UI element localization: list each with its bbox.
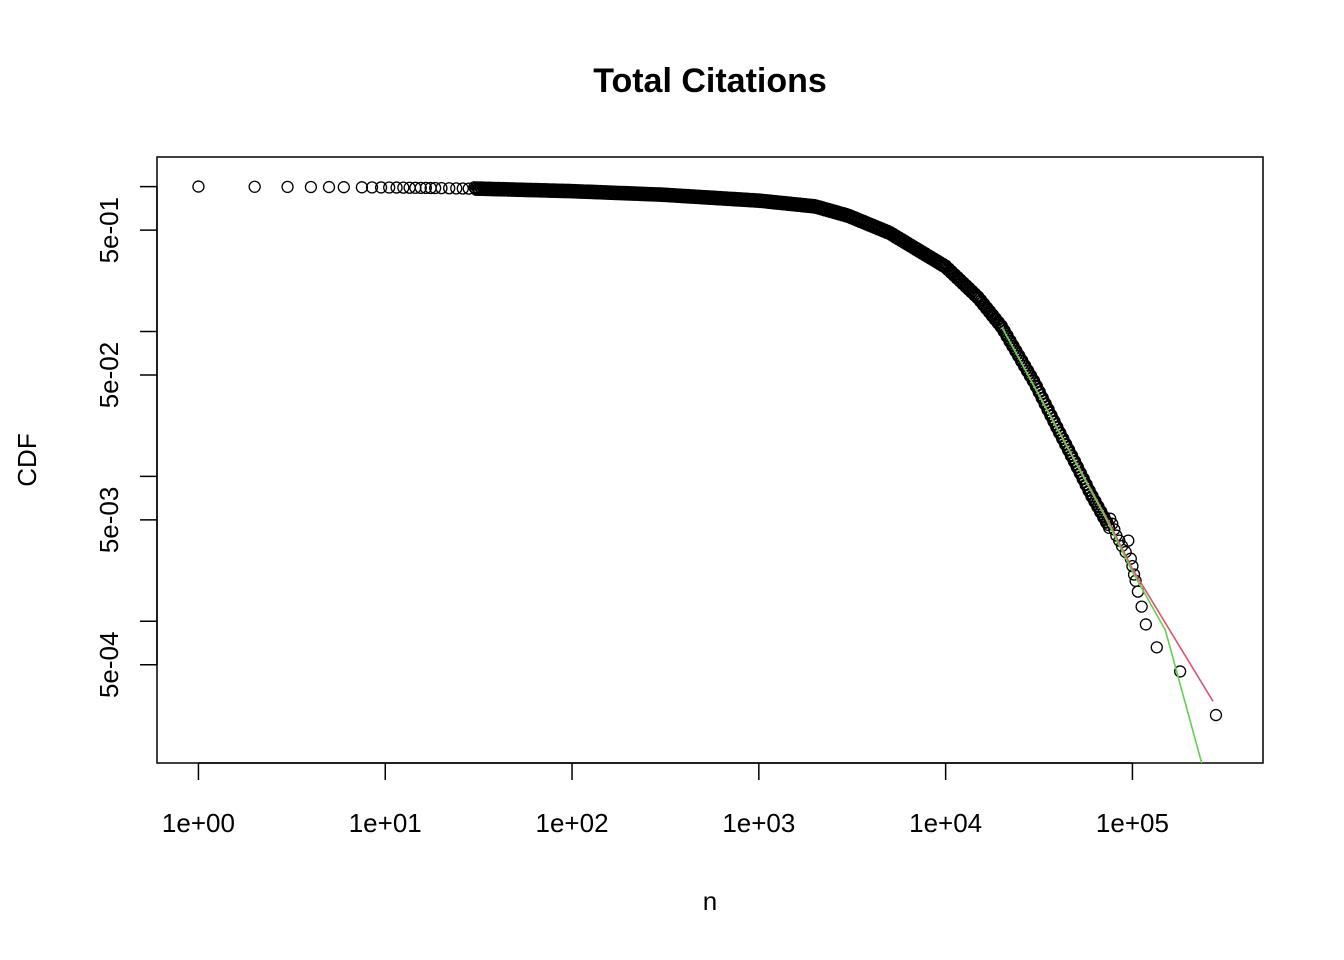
data-point xyxy=(192,180,205,193)
y-tick-label: 5e-01 xyxy=(94,197,124,264)
data-point xyxy=(1122,534,1135,547)
data-point xyxy=(248,180,261,193)
y-tick-label: 5e-04 xyxy=(94,632,124,699)
data-point xyxy=(397,181,410,194)
data-point xyxy=(443,182,456,195)
data-point xyxy=(428,181,442,195)
data-point xyxy=(1173,665,1187,678)
data-point xyxy=(450,182,463,195)
x-tick-label: 1e+00 xyxy=(162,808,235,838)
data-point xyxy=(383,181,396,194)
x-tick-label: 1e+05 xyxy=(1096,808,1169,838)
data-point xyxy=(414,181,427,194)
y-axis-label: CDF xyxy=(12,433,42,486)
y-tick-label: 5e-02 xyxy=(94,342,124,409)
data-point xyxy=(1135,600,1148,613)
data-point xyxy=(322,180,336,194)
data-point xyxy=(390,181,403,194)
data-point xyxy=(365,181,379,194)
x-tick-label: 1e+03 xyxy=(722,808,795,838)
x-tick-label: 1e+02 xyxy=(536,808,609,838)
data-point xyxy=(281,180,294,194)
data-point xyxy=(1139,618,1153,631)
y-tick-label: 5e-03 xyxy=(94,487,124,554)
fit-line-green xyxy=(1001,326,1203,764)
chart-title: Total Citations xyxy=(593,62,827,100)
data-point xyxy=(355,181,369,194)
x-axis-label: n xyxy=(703,886,717,916)
data-point xyxy=(1127,568,1141,581)
plot-frame xyxy=(156,156,1264,764)
data-point xyxy=(1209,708,1223,722)
y-axis: 5e-01 5e-02 5e-03 5e-04 xyxy=(94,185,158,699)
data-point xyxy=(435,181,448,195)
data-point xyxy=(337,181,350,194)
data-point xyxy=(374,181,388,194)
series-layer xyxy=(192,180,1223,764)
x-axis: 1e+00 1e+01 1e+02 1e+03 1e+04 1e+05 xyxy=(162,762,1169,838)
data-point xyxy=(456,182,469,195)
x-tick-label: 1e+04 xyxy=(909,808,982,838)
data-point xyxy=(1150,641,1163,654)
data-point xyxy=(419,181,433,195)
data-point xyxy=(304,180,318,194)
x-tick-label: 1e+01 xyxy=(349,808,422,838)
